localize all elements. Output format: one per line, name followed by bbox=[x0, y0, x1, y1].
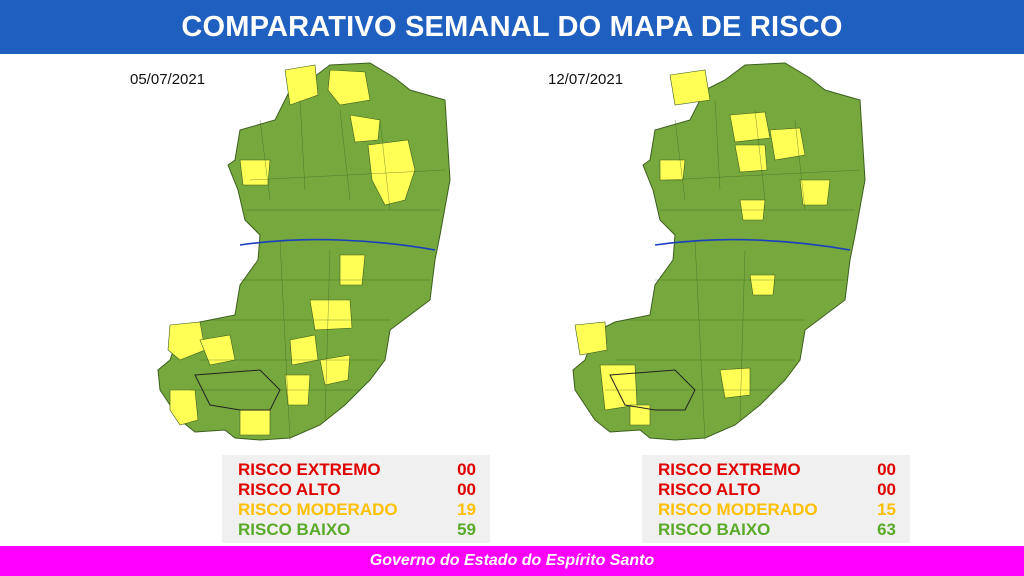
legend-value: 00 bbox=[457, 480, 476, 499]
legend-label: RISCO ALTO bbox=[658, 480, 761, 499]
map-date-left: 05/07/2021 bbox=[130, 71, 206, 88]
legend-row-baixo: RISCO BAIXO 63 bbox=[658, 520, 896, 540]
risk-legend-right: RISCO EXTREMO 00 RISCO ALTO 00 RISCO MOD… bbox=[642, 455, 910, 543]
region-outline bbox=[194, 369, 281, 411]
legend-label: RISCO BAIXO bbox=[238, 520, 351, 539]
legend-value: 00 bbox=[877, 460, 896, 479]
legend-value: 19 bbox=[457, 500, 476, 519]
page-title: COMPARATIVO SEMANAL DO MAPA DE RISCO bbox=[181, 10, 843, 43]
footer-text: Governo do Estado do Espírito Santo bbox=[369, 552, 655, 569]
legend-label: RISCO ALTO bbox=[238, 480, 341, 499]
municipality-borders bbox=[190, 99, 446, 441]
legend-row-moderado: RISCO MODERADO 15 bbox=[658, 500, 896, 520]
map-date-right: 12/07/2021 bbox=[548, 71, 624, 88]
risk-map-right bbox=[572, 62, 866, 441]
legend-row-alto: RISCO ALTO 00 bbox=[238, 480, 476, 500]
legend-value: 00 bbox=[457, 460, 476, 479]
river-line bbox=[654, 238, 851, 251]
river-line bbox=[239, 238, 436, 251]
legend-row-extremo: RISCO EXTREMO 00 bbox=[658, 460, 896, 480]
risk-legend-left: RISCO EXTREMO 00 RISCO ALTO 00 RISCO MOD… bbox=[222, 455, 490, 543]
region-outline bbox=[609, 369, 696, 411]
legend-label: RISCO EXTREMO bbox=[238, 460, 381, 479]
legend-value: 63 bbox=[877, 520, 896, 539]
legend-label: RISCO MODERADO bbox=[238, 500, 398, 519]
legend-value: 59 bbox=[457, 520, 476, 539]
moderate-risk-areas bbox=[574, 69, 831, 426]
legend-row-alto: RISCO ALTO 00 bbox=[658, 480, 896, 500]
municipality-borders bbox=[605, 99, 861, 441]
legend-label: RISCO MODERADO bbox=[658, 500, 818, 519]
header-banner: COMPARATIVO SEMANAL DO MAPA DE RISCO bbox=[0, 0, 1024, 54]
risk-map-left bbox=[157, 62, 451, 441]
legend-row-moderado: RISCO MODERADO 19 bbox=[238, 500, 476, 520]
footer-banner: Governo do Estado do Espírito Santo bbox=[0, 546, 1024, 576]
legend-value: 15 bbox=[877, 500, 896, 519]
legend-label: RISCO BAIXO bbox=[658, 520, 771, 539]
legend-value: 00 bbox=[877, 480, 896, 499]
legend-label: RISCO EXTREMO bbox=[658, 460, 801, 479]
legend-row-baixo: RISCO BAIXO 59 bbox=[238, 520, 476, 540]
legend-row-extremo: RISCO EXTREMO 00 bbox=[238, 460, 476, 480]
